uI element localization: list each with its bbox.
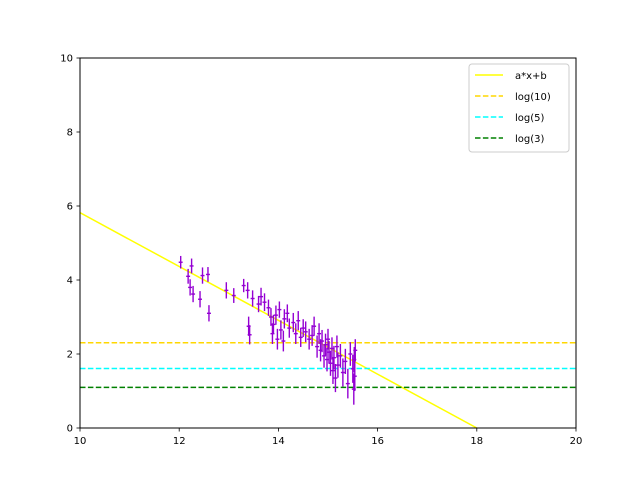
data-point-59 — [345, 368, 350, 399]
data-point-16 — [256, 295, 261, 313]
data-point-2 — [188, 279, 193, 296]
data-point-15 — [250, 290, 255, 307]
data-point-47 — [326, 328, 330, 350]
series-0-line — [80, 212, 478, 428]
x-tick-label: 14 — [272, 436, 285, 447]
x-tick-label: 20 — [570, 436, 583, 447]
data-point-27 — [281, 330, 286, 352]
data-point-29 — [285, 304, 290, 323]
data-point-55 — [335, 352, 340, 378]
tick-layer: 10 12 14 16 18 20 0 2 4 6 8 10 — [60, 54, 582, 448]
data-point-36 — [303, 321, 308, 343]
data-point-56 — [338, 344, 343, 368]
data-point-14 — [247, 325, 252, 345]
data-point-31 — [291, 312, 296, 333]
data-point-17 — [259, 287, 264, 306]
data-point-28 — [282, 309, 287, 329]
data-point-11 — [241, 278, 246, 293]
data-point-24 — [275, 328, 280, 350]
data-point-40 — [315, 335, 320, 358]
data-point-25 — [277, 301, 282, 318]
data-point-12 — [245, 282, 250, 299]
legend-label: log(5) — [515, 113, 545, 124]
data-point-8 — [206, 305, 211, 322]
data-point-9 — [224, 282, 229, 299]
data-point-20 — [268, 308, 273, 326]
data-point-51 — [330, 357, 335, 384]
legend-entry-2: log(5) — [475, 113, 545, 124]
plot-frame — [79, 57, 577, 429]
x-tick-label: 18 — [470, 436, 483, 447]
data-point-41 — [317, 323, 322, 345]
legend-label: log(3) — [515, 134, 545, 145]
data-point-22 — [271, 314, 276, 335]
legend-entry-0: a*x+b — [475, 71, 547, 82]
data-point-34 — [298, 327, 303, 347]
data-point-33 — [296, 311, 301, 331]
data-point-57 — [340, 358, 345, 387]
data-point-10 — [231, 288, 236, 303]
y-tick-label: 8 — [67, 128, 73, 139]
data-point-37 — [307, 328, 312, 350]
data-point-5 — [198, 291, 203, 308]
data-point-64 — [352, 361, 357, 391]
data-point-6 — [200, 267, 205, 284]
data-point-1 — [186, 268, 191, 284]
data-point-23 — [273, 305, 278, 325]
data-point-4 — [191, 285, 196, 303]
legend-entry-1: log(10) — [475, 92, 551, 103]
data-point-52 — [331, 345, 336, 370]
data-point-32 — [293, 323, 298, 345]
data-point-26 — [278, 320, 283, 340]
data-point-65 — [353, 339, 358, 362]
legend-box — [468, 63, 570, 153]
data-point-43 — [320, 329, 325, 353]
data-point-3 — [189, 258, 194, 274]
data-point-54 — [334, 335, 339, 358]
legend-entry-3: log(3) — [475, 134, 545, 145]
data-point-60 — [348, 342, 353, 366]
y-tick-label: 2 — [67, 350, 73, 361]
legend-label: a*x+b — [515, 71, 547, 82]
y-tick-label: 10 — [60, 54, 73, 65]
data-point-19 — [266, 299, 271, 316]
data-point-30 — [287, 318, 292, 338]
data-point-58 — [343, 348, 348, 374]
data-point-53 — [333, 363, 338, 393]
data-point-39 — [312, 316, 317, 336]
y-tick-label: 6 — [67, 202, 73, 213]
data-point-0 — [178, 255, 183, 269]
x-tick-label: 16 — [371, 436, 384, 447]
data-point-45 — [323, 333, 328, 356]
y-tick-label: 0 — [67, 424, 73, 435]
data-point-7 — [205, 267, 210, 282]
x-tick-label: 10 — [74, 436, 87, 447]
data-point-35 — [301, 319, 306, 337]
legend-label: log(10) — [515, 92, 551, 103]
errorbar-layer — [178, 255, 358, 405]
x-tick-label: 12 — [173, 436, 186, 447]
y-tick-label: 4 — [67, 276, 73, 287]
data-point-18 — [262, 293, 267, 312]
legend: a*x+b log(10) log(5) log(3) — [468, 63, 570, 153]
data-point-49 — [328, 350, 333, 376]
